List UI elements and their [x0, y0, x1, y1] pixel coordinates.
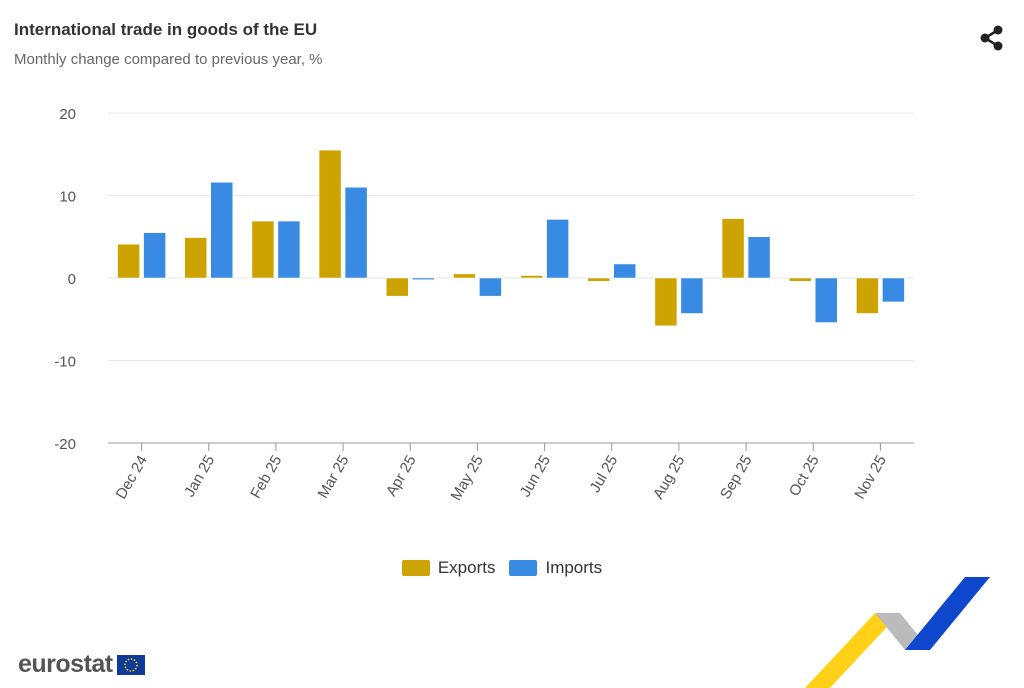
x-tick-label: Sep 25 [717, 453, 755, 503]
bar-exports [386, 277, 409, 297]
bar-imports [479, 277, 502, 297]
bar-exports [117, 243, 140, 279]
y-tick-label: 10 [59, 189, 76, 206]
x-tick-label: May 25 [448, 452, 487, 503]
bar-exports [453, 273, 476, 279]
bar-exports [789, 277, 812, 282]
bar-exports [587, 277, 610, 282]
x-tick-label: Nov 25 [851, 453, 889, 503]
bar-imports [613, 263, 636, 279]
y-tick-label: 0 [68, 271, 76, 288]
eurostat-logo: eurostat [18, 650, 145, 679]
bar-imports [546, 219, 569, 279]
bar-exports [184, 237, 207, 279]
x-tick-label: Aug 25 [650, 453, 688, 503]
y-tick-label: 20 [59, 106, 76, 123]
decorative-ribbon [805, 577, 990, 688]
x-tick-label: Oct 25 [786, 453, 823, 500]
bar-imports [277, 220, 301, 279]
x-tick-label: Feb 25 [247, 453, 285, 502]
bar-exports [520, 275, 543, 279]
bar-imports [143, 232, 166, 279]
legend-item-imports[interactable]: Imports [509, 558, 602, 578]
bar-imports [680, 277, 704, 314]
x-tick-label: Mar 25 [314, 453, 352, 502]
legend: Exports Imports [0, 558, 1024, 578]
bar-exports [251, 220, 275, 279]
bar-imports [210, 182, 233, 279]
logo-text: eurostat [18, 650, 113, 678]
x-tick-label: Jun 25 [517, 453, 554, 501]
x-tick-label: Jul 25 [586, 453, 621, 496]
chart-subtitle: Monthly change compared to previous year… [14, 51, 323, 68]
bar-imports [412, 277, 435, 280]
bar-imports [882, 277, 905, 303]
x-tick-label: Apr 25 [383, 453, 420, 500]
bar-exports [654, 277, 678, 327]
eu-flag-icon [116, 654, 145, 675]
legend-item-exports[interactable]: Exports [401, 558, 496, 578]
legend-swatch-imports [509, 560, 538, 576]
y-tick-label: -20 [54, 436, 76, 453]
x-tick-label: Jan 25 [181, 453, 218, 501]
legend-swatch-exports [401, 560, 430, 576]
bar-exports [318, 149, 342, 279]
bar-imports [815, 277, 838, 323]
bar-chart: 20 10 0 -10 -20 Dec 24 Jan 25 Feb 25 Mar 25 Apr 2… [54, 106, 914, 504]
bar-imports [344, 187, 368, 279]
x-tick-label: Dec 24 [113, 453, 151, 503]
bar-exports [856, 277, 879, 314]
share-icon[interactable] [978, 24, 1006, 52]
bar-imports [747, 236, 771, 279]
bar-exports [721, 218, 745, 279]
y-tick-label: -10 [54, 354, 76, 371]
legend-label-exports: Exports [437, 558, 496, 577]
chart-title: International trade in goods of the EU [14, 20, 318, 39]
legend-label-imports: Imports [545, 558, 603, 577]
